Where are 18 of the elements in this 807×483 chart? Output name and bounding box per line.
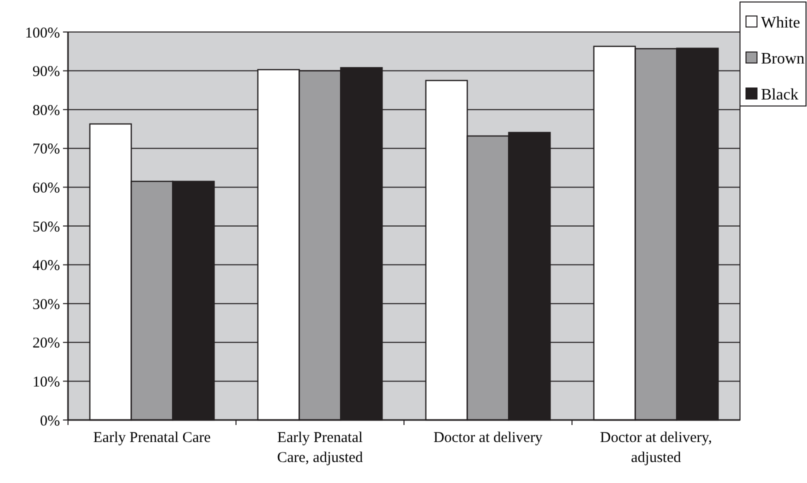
y-tick-label: 60% [32, 180, 60, 196]
y-tick-label: 80% [32, 102, 60, 119]
y-tick-label: 30% [32, 296, 60, 313]
legend-label: Brown [761, 50, 805, 68]
y-tick-label: 40% [32, 258, 60, 274]
y-tick-label: 0% [40, 413, 60, 430]
x-tick-label: Early Prenatal Care, adjusted [277, 430, 364, 466]
y-tick-label: 20% [32, 336, 60, 352]
y-tick-label: 90% [32, 64, 60, 80]
x-tick-label: Early Prenatal Care [93, 430, 212, 446]
x-tick-label: Doctor at delivery, adjusted [600, 430, 712, 466]
y-tick-label: 100% [25, 25, 60, 42]
x-tick-label: Doctor at delivery [433, 430, 544, 446]
y-tick-label: 50% [32, 219, 60, 236]
legend-label: White [761, 14, 800, 32]
y-tick-label: 10% [32, 374, 60, 390]
legend-label: Black [761, 86, 798, 104]
y-tick-label: 70% [32, 142, 60, 158]
